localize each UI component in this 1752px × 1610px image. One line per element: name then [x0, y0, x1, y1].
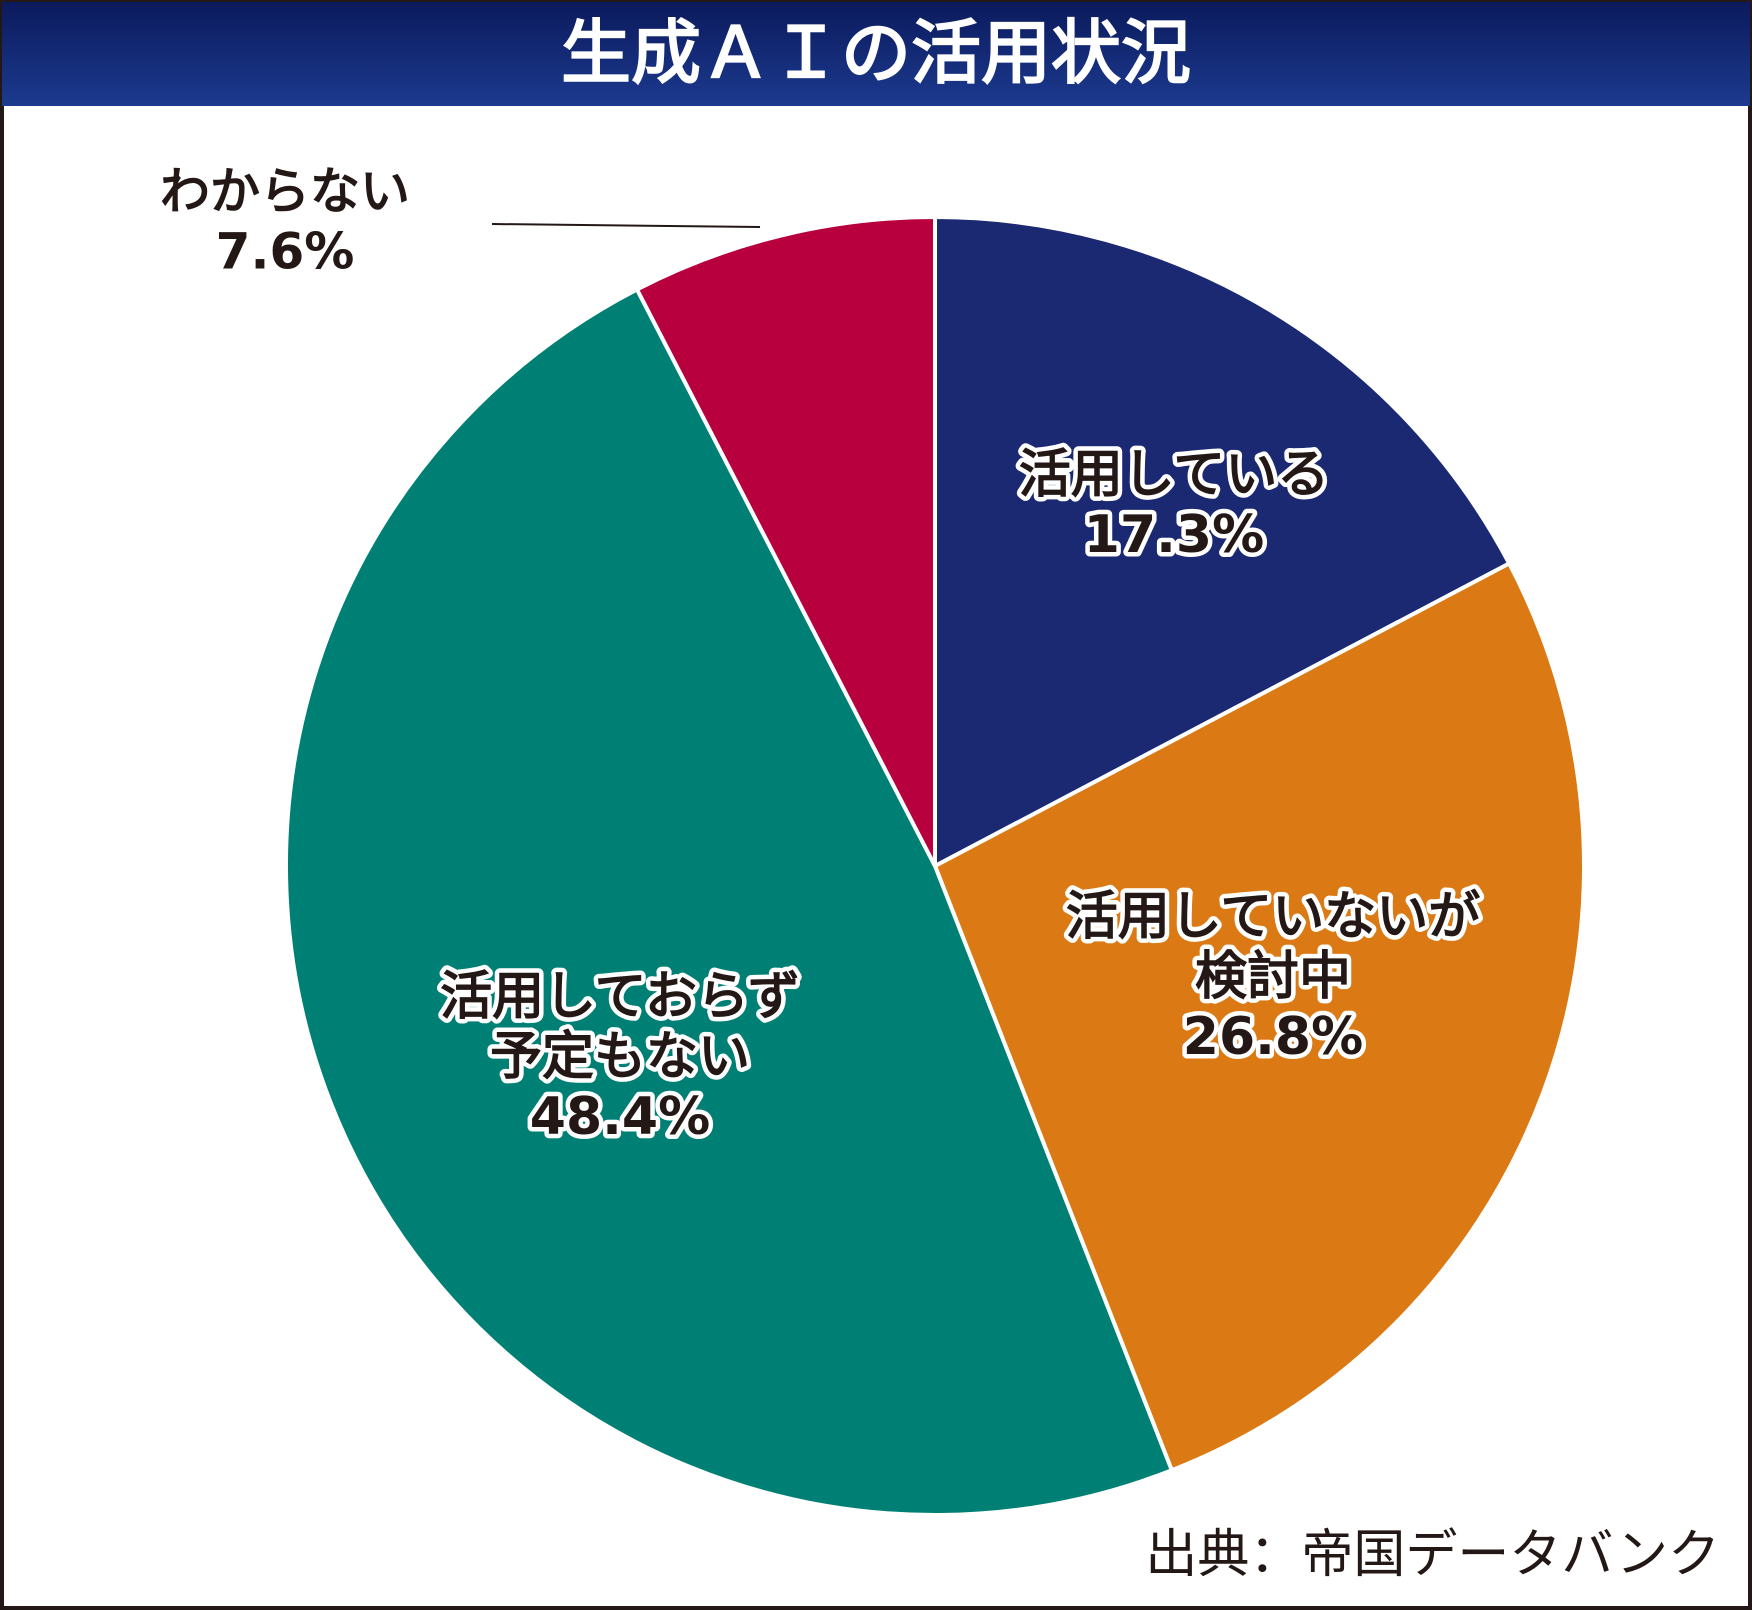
value-label: 7.6% [216, 223, 355, 281]
pie-slice [932, 560, 1587, 1473]
slice-label: 予定もない [490, 1027, 750, 1087]
value-label: 48.4% [530, 1087, 710, 1147]
header-bar [2, 2, 1750, 106]
slice-label: 検討中 [1195, 947, 1351, 1007]
slice-label: 活用しておらず [440, 967, 800, 1027]
chart-title: 生成ＡＩの活用状況 [561, 12, 1191, 94]
slice-label: 活用していないが [1066, 887, 1480, 947]
pie-slice [284, 286, 1175, 1517]
source: 出典：帝国データバンク [1145, 1525, 1720, 1585]
slice-label: わからない [160, 163, 410, 221]
leader-line [491, 223, 761, 228]
pie-slice [634, 214, 937, 867]
pie-slice [933, 214, 1512, 870]
value-label: 26.8% [1183, 1007, 1363, 1067]
value-label: 17.3% [1084, 505, 1264, 565]
slice-label: 活用している [1019, 445, 1329, 505]
